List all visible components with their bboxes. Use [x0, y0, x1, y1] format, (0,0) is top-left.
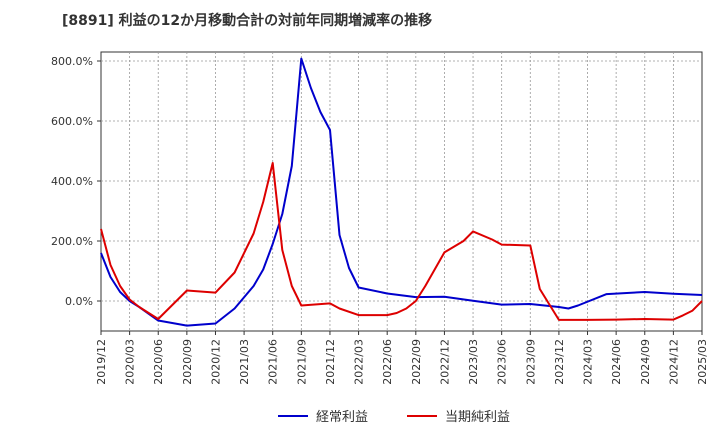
x-tick-label: 2023/03 [467, 339, 480, 385]
x-tick-label: 2019/12 [95, 339, 108, 385]
x-tick-label: 2024/03 [582, 339, 595, 385]
y-tick-label: 400.0% [51, 175, 93, 188]
y-tick-label: 200.0% [51, 235, 93, 248]
x-tick-label: 2024/06 [610, 339, 623, 385]
x-tick-label: 2023/12 [553, 339, 566, 385]
legend-label: 当期純利益 [445, 410, 510, 425]
legend-label: 経常利益 [316, 410, 368, 425]
x-tick-label: 2020/12 [209, 339, 222, 385]
x-tick-label: 2020/09 [181, 339, 194, 385]
y-tick-label: 800.0% [51, 55, 93, 68]
x-tick-label: 2022/09 [410, 339, 423, 385]
x-tick-label: 2020/06 [152, 339, 165, 385]
x-tick-label: 2021/03 [238, 339, 251, 385]
x-tick-label: 2024/09 [639, 339, 652, 385]
series-line-net-profit [100, 162, 703, 321]
plot-area [100, 51, 703, 332]
chart-title: [8891] 利益の12か月移動合計の対前年同期増減率の推移 [62, 13, 433, 29]
x-tick-label: 2023/06 [496, 339, 509, 385]
x-tick-label: 2022/12 [438, 339, 451, 385]
x-tick-label: 2021/09 [295, 339, 308, 385]
y-tick-label: 0.0% [65, 295, 93, 308]
x-tick-label: 2022/03 [353, 339, 366, 385]
x-tick-label: 2024/12 [667, 339, 680, 385]
series-line-ordinary-profit [100, 57, 703, 327]
x-tick-label: 2025/03 [696, 339, 709, 385]
x-tick-label: 2023/09 [524, 339, 537, 385]
x-tick-label: 2020/03 [124, 339, 137, 385]
y-tick-label: 600.0% [51, 115, 93, 128]
x-tick-label: 2021/12 [324, 339, 337, 385]
x-tick-label: 2021/06 [267, 339, 280, 385]
x-tick-label: 2022/06 [381, 339, 394, 385]
